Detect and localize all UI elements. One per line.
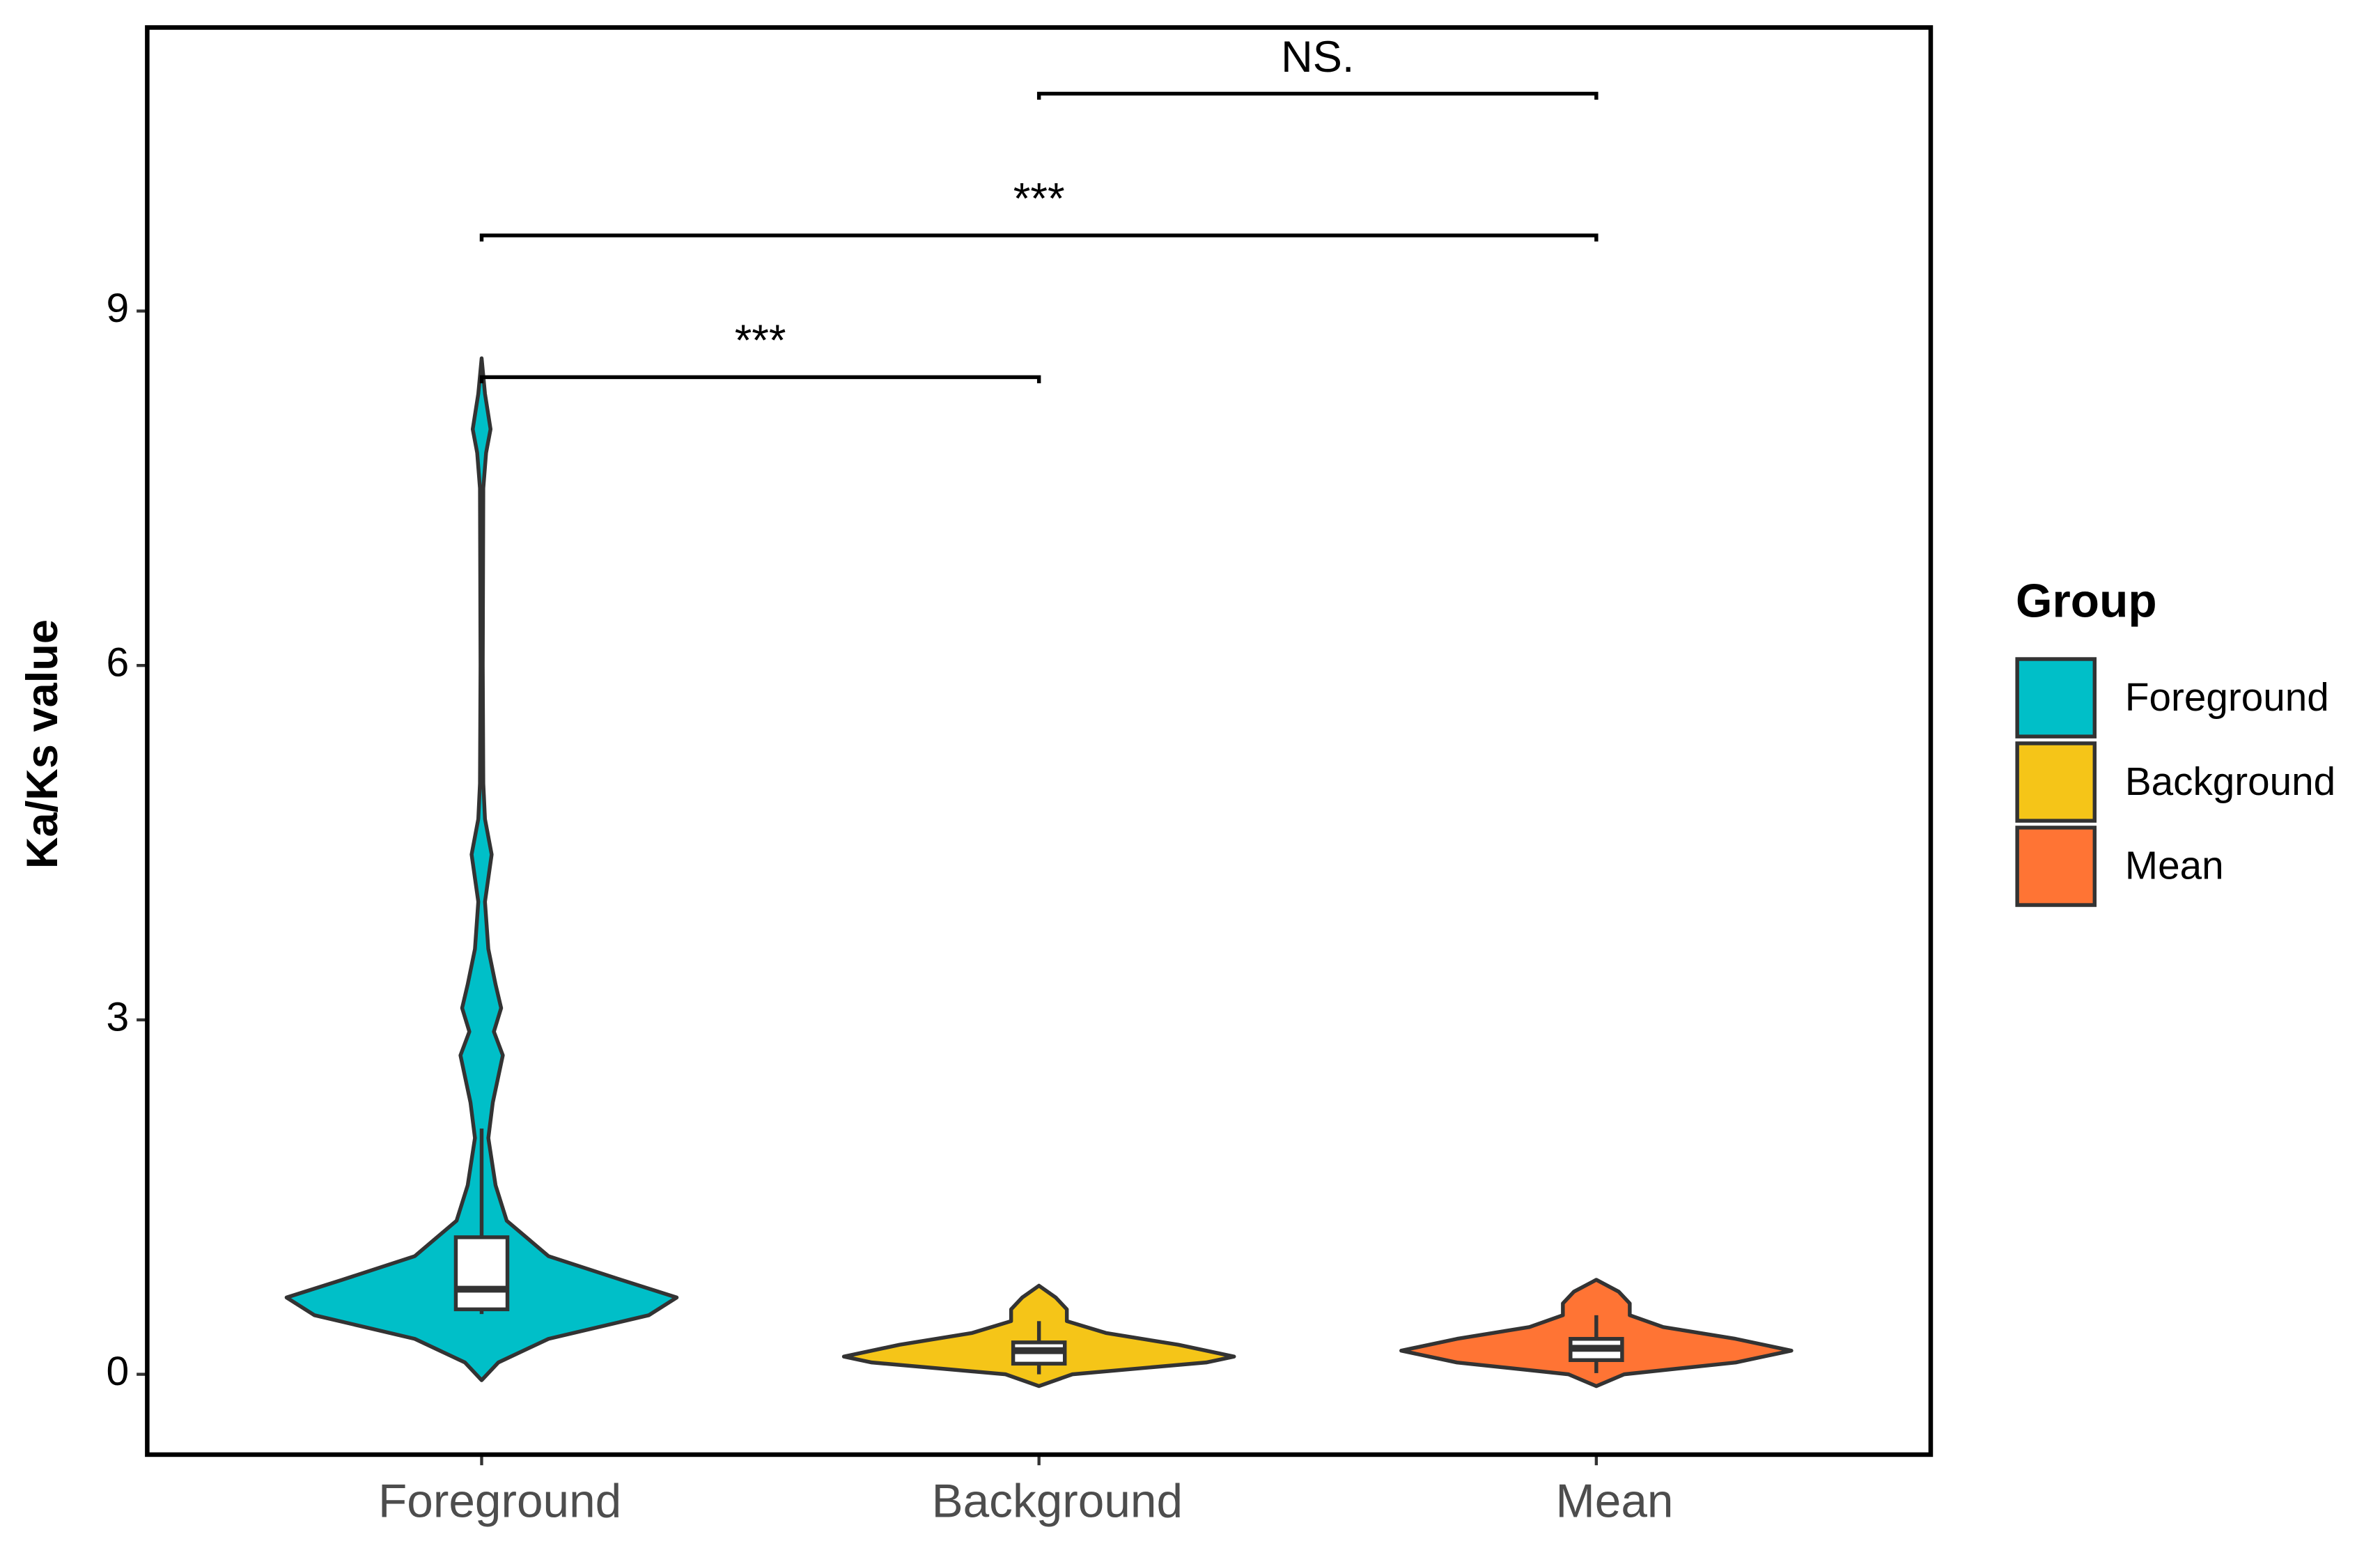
x-tick-label: Background <box>932 1476 1183 1528</box>
significance-label: *** <box>735 316 786 365</box>
x-tick-label: Foreground <box>378 1476 621 1528</box>
significance-bracket <box>479 375 1041 384</box>
x-tick-label: Mean <box>1556 1476 1674 1528</box>
box <box>453 1235 510 1312</box>
y-tick-label: 9 <box>107 286 130 331</box>
significance-bracket <box>479 233 1599 242</box>
violin <box>284 356 679 1382</box>
legend-title: Group <box>2016 575 2157 627</box>
y-tick-label: 6 <box>107 640 130 686</box>
legend-key <box>2015 741 2097 823</box>
legend-label: Foreground <box>2125 676 2329 720</box>
y-axis-label: Ka/Ks value <box>18 619 67 869</box>
legend-key <box>2015 826 2097 907</box>
y-tick-label: 3 <box>107 994 130 1039</box>
legend-label: Mean <box>2125 844 2224 888</box>
panel-border <box>145 25 1934 1457</box>
legend-label: Background <box>2125 760 2335 804</box>
significance-label: *** <box>1013 175 1065 224</box>
y-tick-label: 0 <box>107 1349 130 1394</box>
significance-bracket <box>1036 91 1599 100</box>
significance-label: NS. <box>1281 33 1354 82</box>
legend-key <box>2015 657 2097 738</box>
